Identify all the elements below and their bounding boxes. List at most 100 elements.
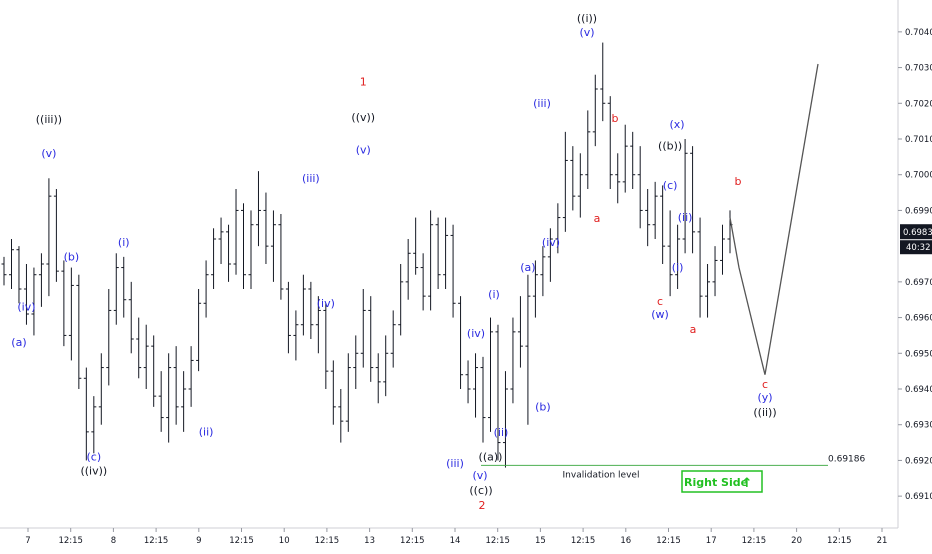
wave-label: ((i)) <box>577 12 597 25</box>
wave-label: ((iii)) <box>36 113 62 126</box>
ohlc-bar <box>345 353 351 432</box>
ohlc-bar <box>443 217 449 289</box>
ohlc-bar <box>181 371 187 432</box>
time-tick-label: 12:15 <box>485 536 510 546</box>
wave-label: 2 <box>479 499 486 512</box>
ohlc-bar <box>113 253 119 325</box>
wave-label: (a) <box>520 261 535 274</box>
right-side-label: Right Side <box>684 476 748 489</box>
ohlc-bar <box>278 214 284 300</box>
ohlc-bar <box>263 192 269 264</box>
time-tick-label: 12:15 <box>58 536 83 546</box>
wave-label: 1 <box>360 75 367 88</box>
wave-label: (c) <box>86 450 101 463</box>
ohlc-bar <box>652 181 658 239</box>
ohlc-bar <box>255 171 261 247</box>
price-tick-label: 0.69500 <box>905 349 932 359</box>
ohlc-bar <box>480 356 486 443</box>
time-axis[interactable]: 7 12:15 8 12:15 9 12:15 10 12:15 13 12:15 14 12:15 1… <box>0 527 898 546</box>
ohlc-bar <box>465 360 471 404</box>
ohlc-bar <box>495 324 501 461</box>
ohlc-bar <box>435 217 441 289</box>
ohlc-bar <box>525 274 531 425</box>
ohlc-bar <box>473 353 479 418</box>
ohlc-bar <box>16 246 22 304</box>
price-bars <box>1 42 733 468</box>
price-tick-label: 0.69900 <box>905 206 932 216</box>
wave-label: (iv) <box>317 297 335 310</box>
up-arrow-icon: ↑ <box>742 476 753 491</box>
wave-label: c <box>657 295 663 308</box>
wave-label: b <box>735 175 742 188</box>
price-tick-label: 0.70400 <box>905 28 932 38</box>
time-tick-label: 15 <box>535 536 546 546</box>
time-tick-label: 17 <box>706 536 717 546</box>
projection-path <box>729 63 819 375</box>
ohlc-bar <box>413 217 419 275</box>
time-tick-label: 14 <box>450 536 461 546</box>
ohlc-bar <box>143 324 149 389</box>
ohlc-bar <box>285 281 291 354</box>
ohlc-bar <box>68 267 74 361</box>
ohlc-bar <box>675 224 681 289</box>
ohlc-bar <box>428 210 434 311</box>
ohlc-bar <box>353 335 359 389</box>
price-tick-label: 0.70100 <box>905 135 932 145</box>
ohlc-bar <box>630 131 636 189</box>
right-side-box <box>681 470 763 493</box>
price-tick-label: 0.69600 <box>905 314 932 324</box>
countdown-tag <box>900 240 932 255</box>
time-tick-label: 10 <box>279 536 290 546</box>
ohlc-bar <box>270 210 276 282</box>
ohlc-bar <box>106 289 112 386</box>
ohlc-bar <box>600 42 606 122</box>
ohlc-bar <box>248 210 254 289</box>
ohlc-bar <box>660 185 666 264</box>
ohlc-bar <box>300 274 306 336</box>
ohlc-bar <box>720 224 726 275</box>
wave-label: (c) <box>663 179 678 192</box>
ohlc-bar <box>562 131 568 232</box>
wave-label: (iii) <box>302 172 320 185</box>
wave-label: (i) <box>118 236 130 249</box>
wave-label: ((iv)) <box>80 465 107 478</box>
ohlc-bar <box>315 296 321 354</box>
ohlc-bar <box>196 289 202 372</box>
price-tick-label: 0.69400 <box>905 385 932 395</box>
wave-label: b <box>612 112 619 125</box>
time-tick-label: 20 <box>791 536 802 546</box>
ohlc-bar <box>705 264 711 318</box>
ohlc-bar <box>592 74 598 147</box>
wave-label: ((b)) <box>658 140 682 153</box>
ohlc-bar <box>121 256 127 318</box>
ohlc-bar <box>76 274 82 389</box>
ohlc-bar <box>203 260 209 318</box>
ohlc-bar <box>420 253 426 311</box>
ohlc-bar <box>226 224 232 282</box>
ohlc-bar <box>211 228 217 289</box>
price-axis[interactable]: 0.70400 0.70300 0.70200 0.70100 0.70000 0.699… <box>897 0 932 528</box>
wave-label: a <box>690 323 697 336</box>
price-tick-label: 0.70200 <box>905 99 932 109</box>
ohlc-bar <box>577 153 583 218</box>
wave-label: (iv) <box>542 236 560 249</box>
ohlc-bar <box>360 289 366 368</box>
ohlc-bar <box>218 217 224 264</box>
ohlc-bar <box>458 296 464 389</box>
ohlc-bar <box>293 310 299 361</box>
invalidation-price: 0.69186 <box>828 454 865 464</box>
ohlc-bar <box>547 228 553 282</box>
ohlc-bar <box>585 110 591 189</box>
ohlc-bar <box>682 139 688 254</box>
ohlc-bar <box>615 153 621 204</box>
wave-label: (iii) <box>533 97 551 110</box>
current-price-tag <box>900 224 932 240</box>
wave-labels: ((iii)) (v) (iv) (a) (b) (c) ((iv)) (i) (ii) (iii… <box>11 12 776 512</box>
wave-label: (iv) <box>17 300 35 313</box>
ohlc-bar <box>375 353 381 404</box>
wave-label: (v) <box>356 143 371 156</box>
ohlc-bar <box>398 264 404 336</box>
countdown-label: 40:32 <box>906 243 931 253</box>
ohlc-bar <box>61 260 67 347</box>
